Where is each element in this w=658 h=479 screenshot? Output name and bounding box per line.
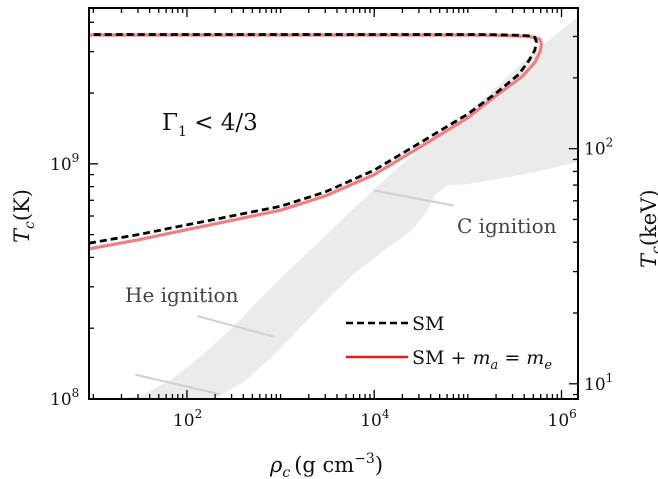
region-label: Γ1 < 4/3 (162, 110, 258, 140)
y2-axis-label-sym: T (637, 252, 658, 268)
legend-part-s2: e (544, 358, 552, 373)
y-tick-label-0: 108 (50, 386, 79, 410)
legend-part-m1: m (472, 347, 490, 369)
plot-frame (88, 7, 579, 400)
series-line-sm-axion (89, 33, 544, 251)
y2-axis-label-unit: (keV) (637, 189, 658, 246)
x-axis-label-close: ) (375, 453, 383, 477)
ignition-line-0 (134, 373, 220, 395)
x-axis-label: ρc (g cm−3) (269, 451, 383, 479)
ignition-line-2 (374, 189, 454, 207)
y-axis-label-unit: (K) (10, 189, 34, 221)
ignition-line-1 (197, 315, 275, 338)
legend-label-sm: SM (412, 313, 444, 335)
x-axis-label-exp: −3 (354, 451, 375, 467)
annotation-c-ignition: C ignition (457, 214, 557, 238)
y2-axis-label: Tc(keV) (637, 189, 658, 268)
y-axis-label-sub: c (22, 221, 38, 229)
region-label-sub: 1 (178, 124, 187, 140)
x-tick-label-1: 104 (360, 407, 390, 431)
y-tick-label-1: 109 (50, 151, 79, 175)
legend-label-sm-axion: SM + ma = me (412, 347, 552, 373)
y-axis-label: Tc(K) (10, 189, 38, 243)
series-layer (89, 33, 544, 251)
legend-part-m2: m (526, 347, 544, 369)
region-label-rest: < 4/3 (187, 110, 258, 136)
bands-layer (107, 17, 578, 399)
y-axis-label-sym: T (10, 227, 34, 243)
x-tick-label-0: 102 (173, 407, 202, 431)
legend-part-b: = (498, 347, 526, 369)
x-axis-label-sub: c (282, 465, 290, 479)
annotation-he-ignition: He ignition (125, 283, 239, 307)
region-label-main: Γ (162, 110, 178, 136)
ignition-band (107, 17, 578, 399)
ticks-layer: 102 104 106 108 109 101 102 (50, 8, 613, 431)
y2-axis-label-sub: c (649, 246, 658, 254)
x-axis-label-unit: (g cm (294, 453, 354, 477)
legend-part-s1: a (491, 358, 499, 373)
x-axis-label-sym: ρ (269, 453, 283, 477)
legend-part-a: SM + (412, 347, 472, 369)
y2-tick-label-0: 101 (584, 371, 613, 395)
legend: SM SM + ma = me (346, 313, 552, 373)
y2-tick-label-1: 102 (584, 136, 613, 160)
x-tick-label-2: 106 (548, 407, 577, 431)
